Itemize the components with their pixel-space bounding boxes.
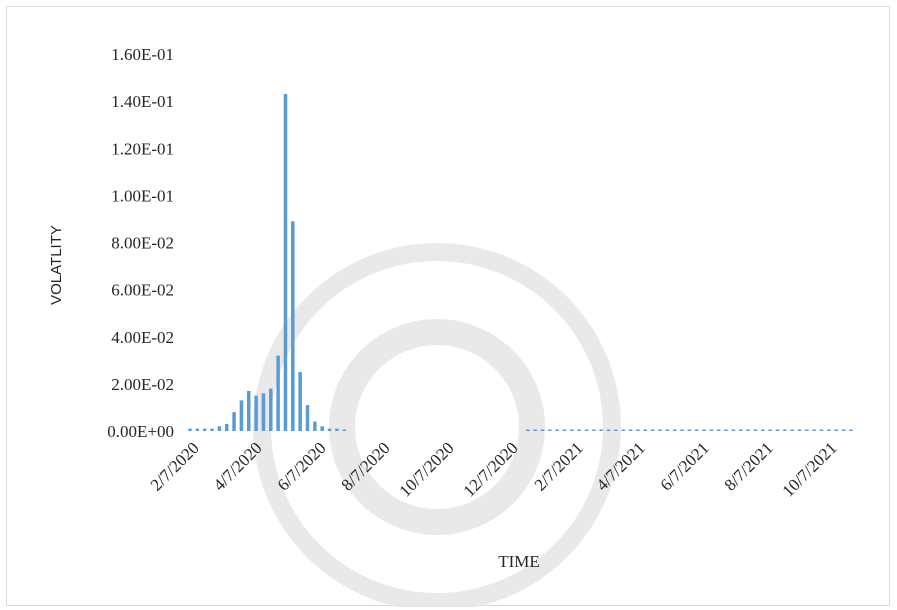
volatility-bar [724,429,728,431]
volatility-bar [195,428,200,431]
volatility-bar [621,429,626,431]
chart-frame: VOLATLITY TIME 1.60E-01 1.40E-01 1.20E-01 1… [6,6,890,607]
volatility-bar [276,355,280,431]
x-tick-label: 8/7/2021 [720,438,776,494]
volatility-bar [672,429,677,431]
volatility-bar [643,429,648,431]
volatility-bar [849,429,853,431]
volatility-bar [283,94,288,431]
volatility-bar [628,429,633,431]
volatility-bar [217,426,222,431]
volatility-bar [805,429,809,431]
volatility-bar [739,429,743,431]
volatility-bar [570,429,574,431]
volatility-bar [526,429,530,431]
y-axis-title: VOLATLITY [48,225,65,305]
volatility-bar [239,400,244,431]
volatility-chart: VOLATLITY TIME 1.60E-011.40E-011.20E-011… [48,45,853,607]
watermark-ring [329,319,545,535]
volatility-bar [812,429,816,431]
volatility-bar [694,429,699,431]
volatility-bar [202,428,207,431]
x-tick-label: 6/7/2020 [274,438,330,494]
volatility-bar [761,429,765,431]
volatility-bar [247,390,251,431]
volatility-bar [783,429,787,431]
y-tick-label: 6.00E-02 [111,281,174,300]
y-tick-label: 1.60E-01 [111,45,174,64]
volatility-bar [819,429,824,431]
x-tick-label: 2/7/2020 [147,438,203,494]
y-tick-label: 1.00E-01 [111,186,174,205]
y-tick-label: 8.00E-02 [111,234,174,253]
x-tick-label: 10/7/2020 [396,438,458,500]
volatility-bar [584,429,589,431]
volatility-bar [592,429,596,431]
x-tick-label: 6/7/2021 [656,438,712,494]
y-tick-label: 0.00E+00 [107,422,174,441]
volatility-bar [827,429,831,431]
volatility-bar [342,429,346,431]
volatility-bar [269,388,273,431]
y-tick-label: 1.20E-01 [111,139,174,158]
volatility-bar [291,221,295,431]
volatility-bar [636,429,640,431]
volatility-bar [188,428,192,431]
volatility-bar [768,429,772,431]
volatility-bar [320,426,324,431]
volatility-bar [650,429,655,431]
volatility-bar [753,429,758,431]
volatility-bar [790,429,794,431]
volatility-bar [797,429,802,431]
volatility-bar [599,429,603,431]
volatility-bar [709,429,714,431]
volatility-bar [702,429,706,431]
volatility-bar [716,429,721,431]
volatility-bar [658,429,662,431]
x-axis-title: TIME [498,552,540,571]
volatility-bar [665,429,670,431]
volatility-bar [548,429,552,431]
volatility-bar [232,412,236,431]
volatility-bar [540,429,545,431]
volatility-bar [614,429,618,431]
volatility-bar [210,428,214,431]
volatility-bar [327,428,332,431]
volatility-bar [533,429,537,431]
y-axis-ticks: 1.60E-01 1.40E-01 1.20E-01 1.00E-01 8.00E-02… [107,45,174,441]
volatility-bar [305,405,310,431]
volatility-bar [555,429,559,431]
volatility-bar [577,429,581,431]
bar-series [188,94,853,431]
volatility-bar [224,423,229,431]
volatility-bar [254,395,258,431]
volatility-bar [606,429,611,431]
volatility-bar [298,372,302,431]
volatility-bar [731,429,736,431]
volatility-bar [313,421,317,431]
volatility-bar [841,429,846,431]
volatility-bar [261,393,266,431]
volatility-bar [746,429,750,431]
x-tick-label: 10/7/2021 [778,438,840,500]
y-tick-label: 2.00E-02 [111,375,174,394]
y-tick-label: 4.00E-02 [111,328,174,347]
volatility-bar [335,428,339,431]
volatility-bar [680,429,684,431]
volatility-bar [687,429,692,431]
volatility-bar [562,429,567,431]
volatility-bar [775,429,780,431]
volatility-bar [834,429,838,431]
y-tick-label: 1.40E-01 [111,92,174,111]
